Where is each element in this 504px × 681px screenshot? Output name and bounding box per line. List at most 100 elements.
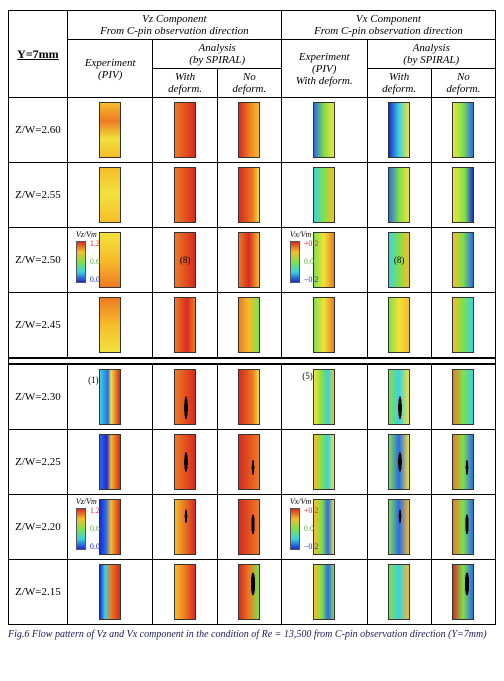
heatmap-cell — [431, 560, 495, 625]
heatmap-strip — [99, 434, 121, 490]
heatmap-strip — [174, 167, 196, 223]
heatmap-strip — [174, 297, 196, 353]
heatmap-strip — [238, 167, 260, 223]
colorbar: Vz/Vm 1.2 0.6 0.0 — [76, 497, 120, 550]
row-label: Z/W=2.30 — [9, 364, 68, 430]
heatmap-strip — [99, 369, 121, 425]
heatmap-strip — [313, 369, 335, 425]
heatmap-cell — [67, 560, 153, 625]
heatmap-cell — [367, 430, 431, 495]
heatmap-cell: (5) — [281, 364, 367, 430]
row-label: Z/W=2.55 — [9, 163, 68, 228]
vx-with-header: With deform. — [367, 69, 431, 98]
figure-caption: Fig.6 Flow pattern of Vz and Vx componen… — [8, 629, 496, 640]
heatmap-cell — [217, 364, 281, 430]
vx-analysis-header: Analysis (by SPIRAL) — [367, 40, 495, 69]
heatmap-strip — [99, 564, 121, 620]
heatmap-strip — [388, 434, 410, 490]
row-label: Z/W=2.45 — [9, 293, 68, 359]
heatmap-cell — [431, 364, 495, 430]
colorbar: Vx/Vm +0.2 0.0 −0.2 — [290, 497, 334, 550]
heatmap-cell — [153, 98, 217, 163]
colorbar: Vx/Vm +0.2 0.0 −0.2 — [290, 230, 334, 283]
heatmap-strip — [174, 564, 196, 620]
heatmap-cell — [431, 293, 495, 359]
heatmap-strip — [452, 369, 474, 425]
heatmap-cell: (8) — [153, 228, 217, 293]
heatmap-cell — [153, 495, 217, 560]
heatmap-cell: Vx/Vm +0.2 0.0 −0.2 — [281, 495, 367, 560]
heatmap-cell — [67, 98, 153, 163]
heatmap-cell — [431, 163, 495, 228]
heatmap-cell — [153, 163, 217, 228]
heatmap-strip — [238, 102, 260, 158]
heatmap-cell: (8) — [367, 228, 431, 293]
heatmap-strip — [452, 102, 474, 158]
heatmap-cell — [281, 293, 367, 359]
heatmap-cell — [431, 98, 495, 163]
row-label: Z/W=2.60 — [9, 98, 68, 163]
heatmap-cell — [431, 228, 495, 293]
heatmap-strip — [313, 297, 335, 353]
heatmap-cell — [367, 293, 431, 359]
heatmap-cell — [367, 163, 431, 228]
row-label: Z/W=2.50 — [9, 228, 68, 293]
heatmap-strip — [388, 102, 410, 158]
heatmap-strip — [313, 102, 335, 158]
heatmap-strip — [452, 564, 474, 620]
heatmap-strip — [238, 499, 260, 555]
heatmap-strip — [388, 564, 410, 620]
heatmap-strip — [238, 369, 260, 425]
vx-no-header: No deform. — [431, 69, 495, 98]
heatmap-cell — [217, 293, 281, 359]
heatmap-cell — [153, 364, 217, 430]
vz-exp-header: Experiment (PIV) — [67, 40, 153, 98]
heatmap-strip — [388, 369, 410, 425]
heatmap-cell — [217, 98, 281, 163]
heatmap-strip — [238, 434, 260, 490]
heatmap-cell — [367, 560, 431, 625]
y-label-header: Y=7mm — [9, 11, 68, 98]
heatmap-strip — [452, 297, 474, 353]
heatmap-strip — [174, 499, 196, 555]
row-label: Z/W=2.20 — [9, 495, 68, 560]
heatmap-strip — [452, 167, 474, 223]
vz-group-header: Vz Component From C-pin observation dire… — [67, 11, 281, 40]
heatmap-cell — [281, 430, 367, 495]
heatmap-cell — [67, 430, 153, 495]
heatmap-cell — [217, 560, 281, 625]
heatmap-cell: Vx/Vm +0.2 0.0 −0.2 — [281, 228, 367, 293]
heatmap-cell — [67, 163, 153, 228]
vz-analysis-header: Analysis (by SPIRAL) — [153, 40, 281, 69]
heatmap-cell — [367, 495, 431, 560]
heatmap-strip — [313, 434, 335, 490]
table-body: Z/W=2.60Z/W=2.55Z/W=2.50 Vz/Vm 1.2 0.6 0… — [9, 98, 496, 625]
flow-pattern-table: Y=7mm Vz Component From C-pin observatio… — [8, 10, 496, 625]
heatmap-cell — [153, 560, 217, 625]
heatmap-strip — [388, 499, 410, 555]
heatmap-cell — [153, 293, 217, 359]
heatmap-strip — [238, 297, 260, 353]
heatmap-strip — [99, 102, 121, 158]
heatmap-strip — [388, 297, 410, 353]
heatmap-cell — [217, 495, 281, 560]
heatmap-strip — [174, 434, 196, 490]
heatmap-cell — [67, 293, 153, 359]
vx-exp-header: Experiment (PIV) With deform. — [281, 40, 367, 98]
heatmap-cell: Vz/Vm 1.2 0.6 0.0 — [67, 495, 153, 560]
vx-group-header: Vx Component From C-pin observation dire… — [281, 11, 495, 40]
heatmap-cell — [217, 430, 281, 495]
heatmap-strip — [388, 167, 410, 223]
heatmap-cell — [281, 98, 367, 163]
heatmap-cell — [217, 163, 281, 228]
heatmap-cell: Vz/Vm 1.2 0.6 0.0 — [67, 228, 153, 293]
row-label: Z/W=2.25 — [9, 430, 68, 495]
heatmap-strip — [313, 564, 335, 620]
heatmap-cell — [431, 430, 495, 495]
heatmap-cell — [367, 98, 431, 163]
heatmap-strip — [238, 564, 260, 620]
heatmap-strip — [452, 434, 474, 490]
heatmap-strip — [174, 102, 196, 158]
heatmap-cell — [217, 228, 281, 293]
vz-with-header: With deform. — [153, 69, 217, 98]
